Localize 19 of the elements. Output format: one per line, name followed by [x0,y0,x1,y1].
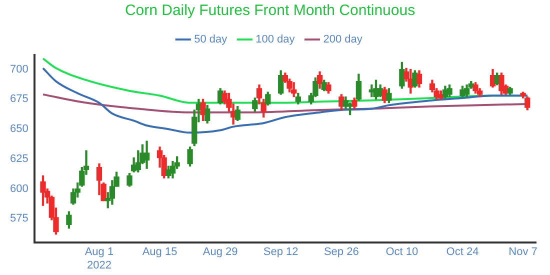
y-tick-label: 650 [10,123,28,136]
y-tick-label: 600 [10,182,28,195]
y-tick-label: 575 [10,212,28,225]
x-tick-label: Aug 1 2022 [84,246,114,272]
legend-label: 50 day [194,34,228,46]
x-tick-label: Nov 7 [508,246,538,258]
y-tick-label: 625 [10,152,28,165]
chart-title: Corn Daily Futures Front Month Continuous [124,2,416,20]
y-tick-label: 700 [10,63,28,76]
x-tick-label: Sep 12 [263,246,298,258]
x-tick-label: Oct 10 [386,246,418,258]
x-tick-label: Aug 15 [142,246,178,258]
x-tick-label: Aug 29 [202,246,238,258]
line-series [42,67,528,134]
legend-label: 200 day [323,34,363,46]
x-tick-label: Sep 26 [324,246,359,258]
y-tick-label: 675 [10,93,28,106]
legend-label: 100 day [256,34,296,46]
x-tick-label: Oct 24 [446,246,479,258]
